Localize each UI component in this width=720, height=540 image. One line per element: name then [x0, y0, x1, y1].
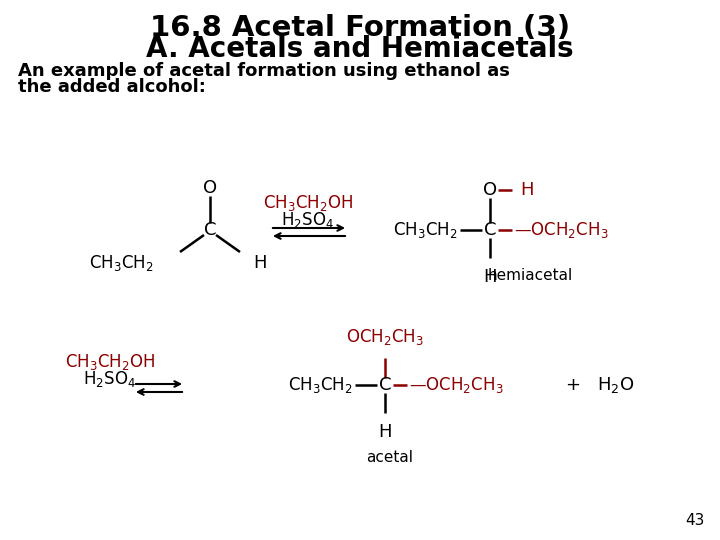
Text: CH$_3$CH$_2$: CH$_3$CH$_2$	[393, 220, 458, 240]
Text: CH$_3$CH$_2$OH: CH$_3$CH$_2$OH	[65, 352, 155, 372]
Text: H: H	[378, 423, 392, 441]
Text: —OCH$_2$CH$_3$: —OCH$_2$CH$_3$	[514, 220, 608, 240]
Text: C: C	[379, 376, 391, 394]
Text: acetal: acetal	[366, 450, 413, 465]
Text: the added alcohol:: the added alcohol:	[18, 78, 206, 96]
Text: CH$_3$CH$_2$: CH$_3$CH$_2$	[288, 375, 353, 395]
Text: —OCH$_2$CH$_3$: —OCH$_2$CH$_3$	[409, 375, 504, 395]
Text: 16.8 Acetal Formation (3): 16.8 Acetal Formation (3)	[150, 14, 570, 42]
Text: hemiacetal: hemiacetal	[487, 267, 572, 282]
Text: 43: 43	[685, 513, 705, 528]
Text: H: H	[520, 181, 534, 199]
Text: C: C	[484, 221, 496, 239]
Text: CH$_3$CH$_2$: CH$_3$CH$_2$	[89, 253, 154, 273]
Text: O: O	[483, 181, 497, 199]
Text: H$_2$SO$_4$: H$_2$SO$_4$	[84, 369, 137, 389]
Text: C: C	[204, 221, 216, 239]
Text: O: O	[203, 179, 217, 197]
Text: A. Acetals and Hemiacetals: A. Acetals and Hemiacetals	[146, 35, 574, 63]
Text: $+$   H$_2$O: $+$ H$_2$O	[565, 375, 634, 395]
Text: OCH$_2$CH$_3$: OCH$_2$CH$_3$	[346, 327, 424, 347]
Text: H$_2$SO$_4$: H$_2$SO$_4$	[282, 210, 335, 230]
Text: H: H	[253, 254, 266, 272]
Text: H: H	[483, 268, 497, 286]
Text: CH$_3$CH$_2$OH: CH$_3$CH$_2$OH	[263, 193, 353, 213]
Text: An example of acetal formation using ethanol as: An example of acetal formation using eth…	[18, 62, 510, 80]
